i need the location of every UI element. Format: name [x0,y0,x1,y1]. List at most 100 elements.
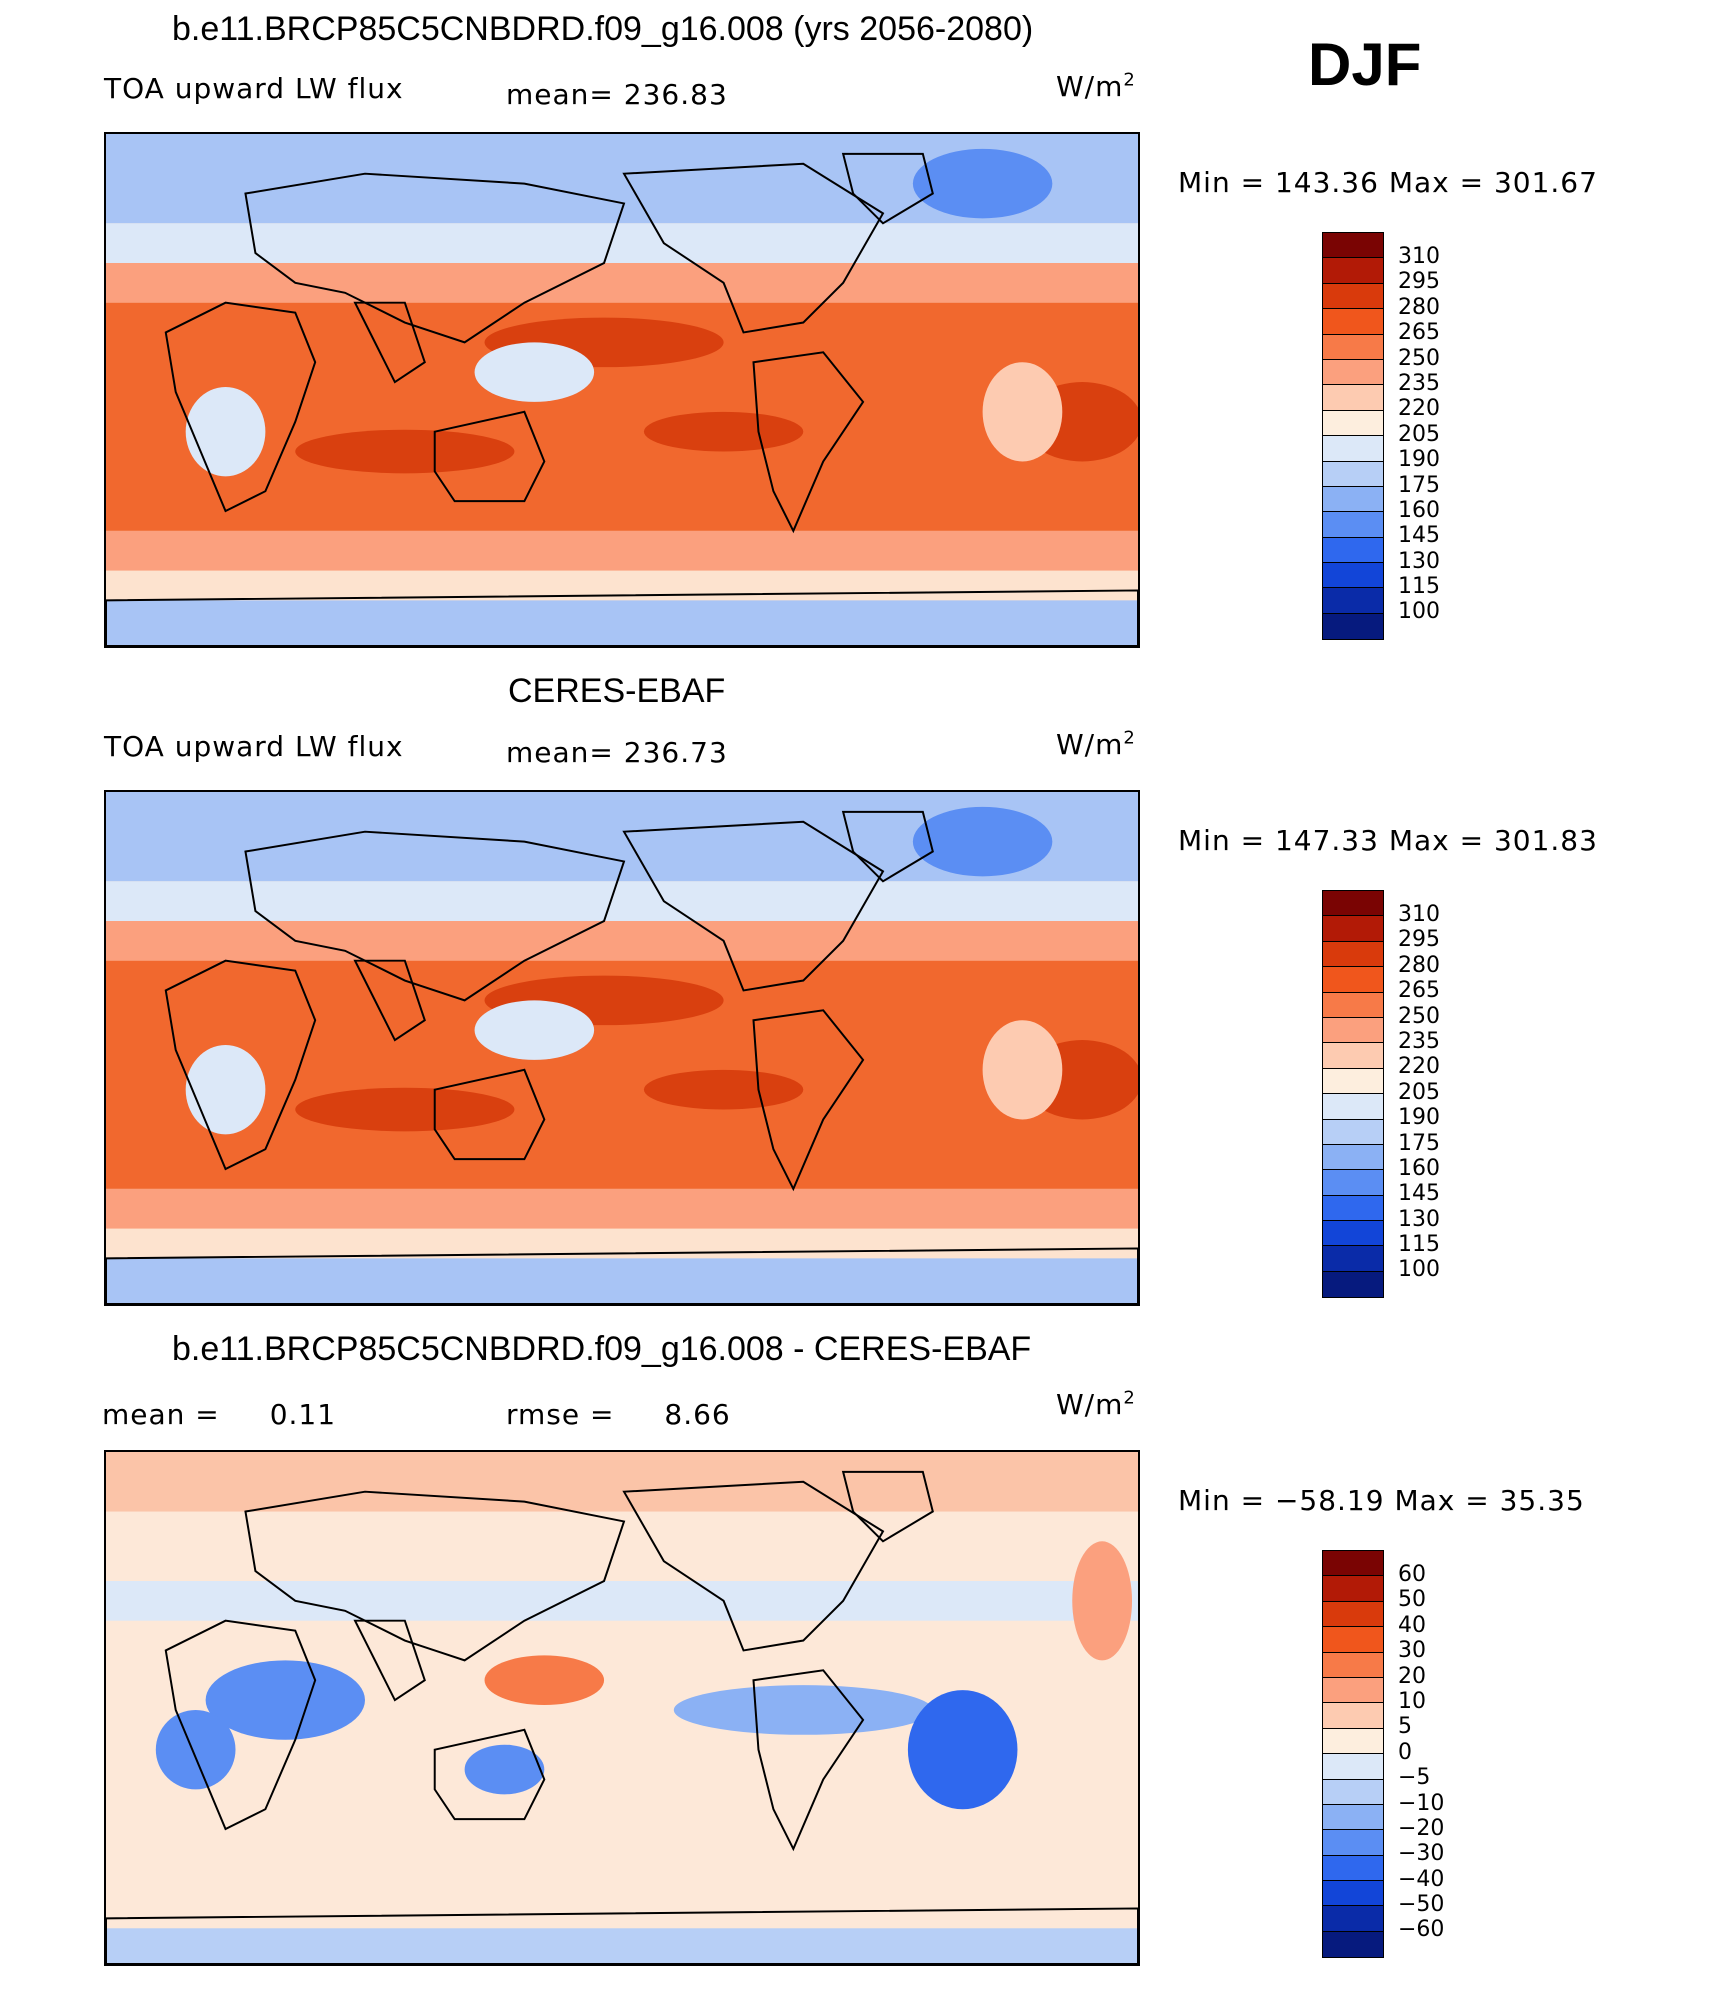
coastline [244,1490,626,1662]
panel3-mean-label: mean = [102,1398,220,1431]
colorbar-swatch [1323,359,1383,386]
panel2-colorbar [1322,890,1384,1299]
colorbar-label: 130 [1398,1206,1440,1232]
colorbar-label: 0 [1398,1739,1412,1765]
colorbar-label: 235 [1398,370,1440,396]
colorbar-label: 235 [1398,1028,1440,1054]
colorbar-label: 115 [1398,1232,1440,1258]
colorbar-label: −50 [1398,1892,1445,1918]
panel2-mean: mean= 236.73 [506,736,728,769]
colorbar-swatch [1323,1221,1383,1247]
colorbar-swatch [1323,486,1383,513]
colorbar-swatch [1323,258,1383,284]
panel1-variable: TOA upward LW flux [104,72,404,105]
colorbar-label: 205 [1398,1079,1440,1105]
colorbar-label: 175 [1398,472,1440,498]
colorbar-swatch [1323,941,1383,968]
colorbar-swatch [1323,1931,1383,1958]
panel1-colorbar [1322,232,1384,641]
coastline [622,162,885,334]
colorbar-label: 295 [1398,927,1440,953]
colorbar-swatch [1323,613,1383,640]
panel3-map-image [106,1452,1138,1964]
colorbar-label: 265 [1398,320,1440,346]
coastline [841,152,934,225]
colorbar-label: 145 [1398,523,1440,549]
colorbar-swatch [1323,283,1383,310]
coastline [244,830,626,1002]
colorbar-swatch [1323,588,1383,614]
colorbar-swatch [1323,385,1383,411]
colorbar-swatch [1323,1195,1383,1222]
colorbar-swatch [1323,1144,1383,1171]
colorbar-label: 160 [1398,497,1440,523]
colorbar-swatch [1323,1627,1383,1653]
coastline [433,1728,546,1821]
colorbar-label: 190 [1398,447,1440,473]
coastline [353,301,426,384]
panel3-map [104,1450,1140,1966]
colorbar-swatch [1323,1754,1383,1780]
panel3-minmax: Min = −58.19 Max = 35.35 [1178,1484,1585,1517]
panel1-map-image [106,134,1138,646]
colorbar-label: 190 [1398,1105,1440,1131]
colorbar-label: 250 [1398,345,1440,371]
panel1-units-sup: 2 [1123,69,1136,91]
colorbar-swatch [1323,1652,1383,1678]
colorbar-swatch [1323,1601,1383,1628]
colorbar-swatch [1323,1576,1383,1602]
colorbar-label: −60 [1398,1917,1445,1943]
colorbar-label: 50 [1398,1587,1426,1613]
colorbar-label: 310 [1398,902,1440,927]
colorbar-swatch [1323,1804,1383,1831]
colorbar-swatch [1323,1830,1383,1856]
panel2-map [104,790,1140,1306]
panel3-colorbar [1322,1550,1384,1959]
colorbar-label: 220 [1398,396,1440,422]
colorbar-label: 115 [1398,574,1440,600]
colorbar-swatch [1323,1677,1383,1704]
colorbar-swatch [1323,1094,1383,1120]
coastline [433,410,546,503]
colorbar-label: 60 [1398,1562,1426,1587]
colorbar-swatch [1323,1855,1383,1882]
coastline [164,301,317,513]
colorbar-label: 30 [1398,1638,1426,1664]
panel2-mean-value: 236.73 [623,736,728,769]
coastline [106,1907,1138,1964]
panel1-mean-value: 236.83 [623,78,728,111]
colorbar-swatch [1323,537,1383,564]
panel3-units: W/m2 [1056,1388,1136,1421]
colorbar-swatch [1323,1271,1383,1298]
colorbar-swatch [1323,1068,1383,1095]
panel3-rmse: rmse = 8.66 [506,1398,731,1431]
colorbar-label: 265 [1398,978,1440,1004]
panel1-title: b.e11.BRCP85C5CNBDRD.f09_g16.008 (yrs 20… [172,10,1034,48]
coastline [752,1009,865,1192]
panel3-rmse-label: rmse = [506,1398,615,1431]
colorbar-label: 100 [1398,599,1440,625]
colorbar-label: 20 [1398,1663,1426,1689]
coastline [622,1480,885,1652]
panel1-units-text: W/m [1056,70,1124,103]
colorbar-swatch [1323,309,1383,335]
panel1-mean: mean= 236.83 [506,78,728,111]
colorbar-swatch [1323,563,1383,589]
colorbar-label: 130 [1398,548,1440,574]
panel3-mean: mean = 0.11 [102,1398,336,1431]
colorbar-swatch [1323,1703,1383,1729]
colorbar-label: 145 [1398,1181,1440,1207]
coastline [622,820,885,992]
panel3-rmse-value: 8.66 [664,1398,731,1431]
colorbar-label: 100 [1398,1257,1440,1283]
season-label: DJF [1308,31,1422,98]
colorbar-label: 160 [1398,1155,1440,1181]
colorbar-label: 280 [1398,294,1440,320]
colorbar-label: 250 [1398,1003,1440,1029]
colorbar-label: 280 [1398,952,1440,978]
coastline [433,1068,546,1161]
colorbar-swatch [1323,461,1383,487]
panel2-units-text: W/m [1056,728,1124,761]
colorbar-label: −30 [1398,1841,1445,1867]
coastline [244,172,626,344]
